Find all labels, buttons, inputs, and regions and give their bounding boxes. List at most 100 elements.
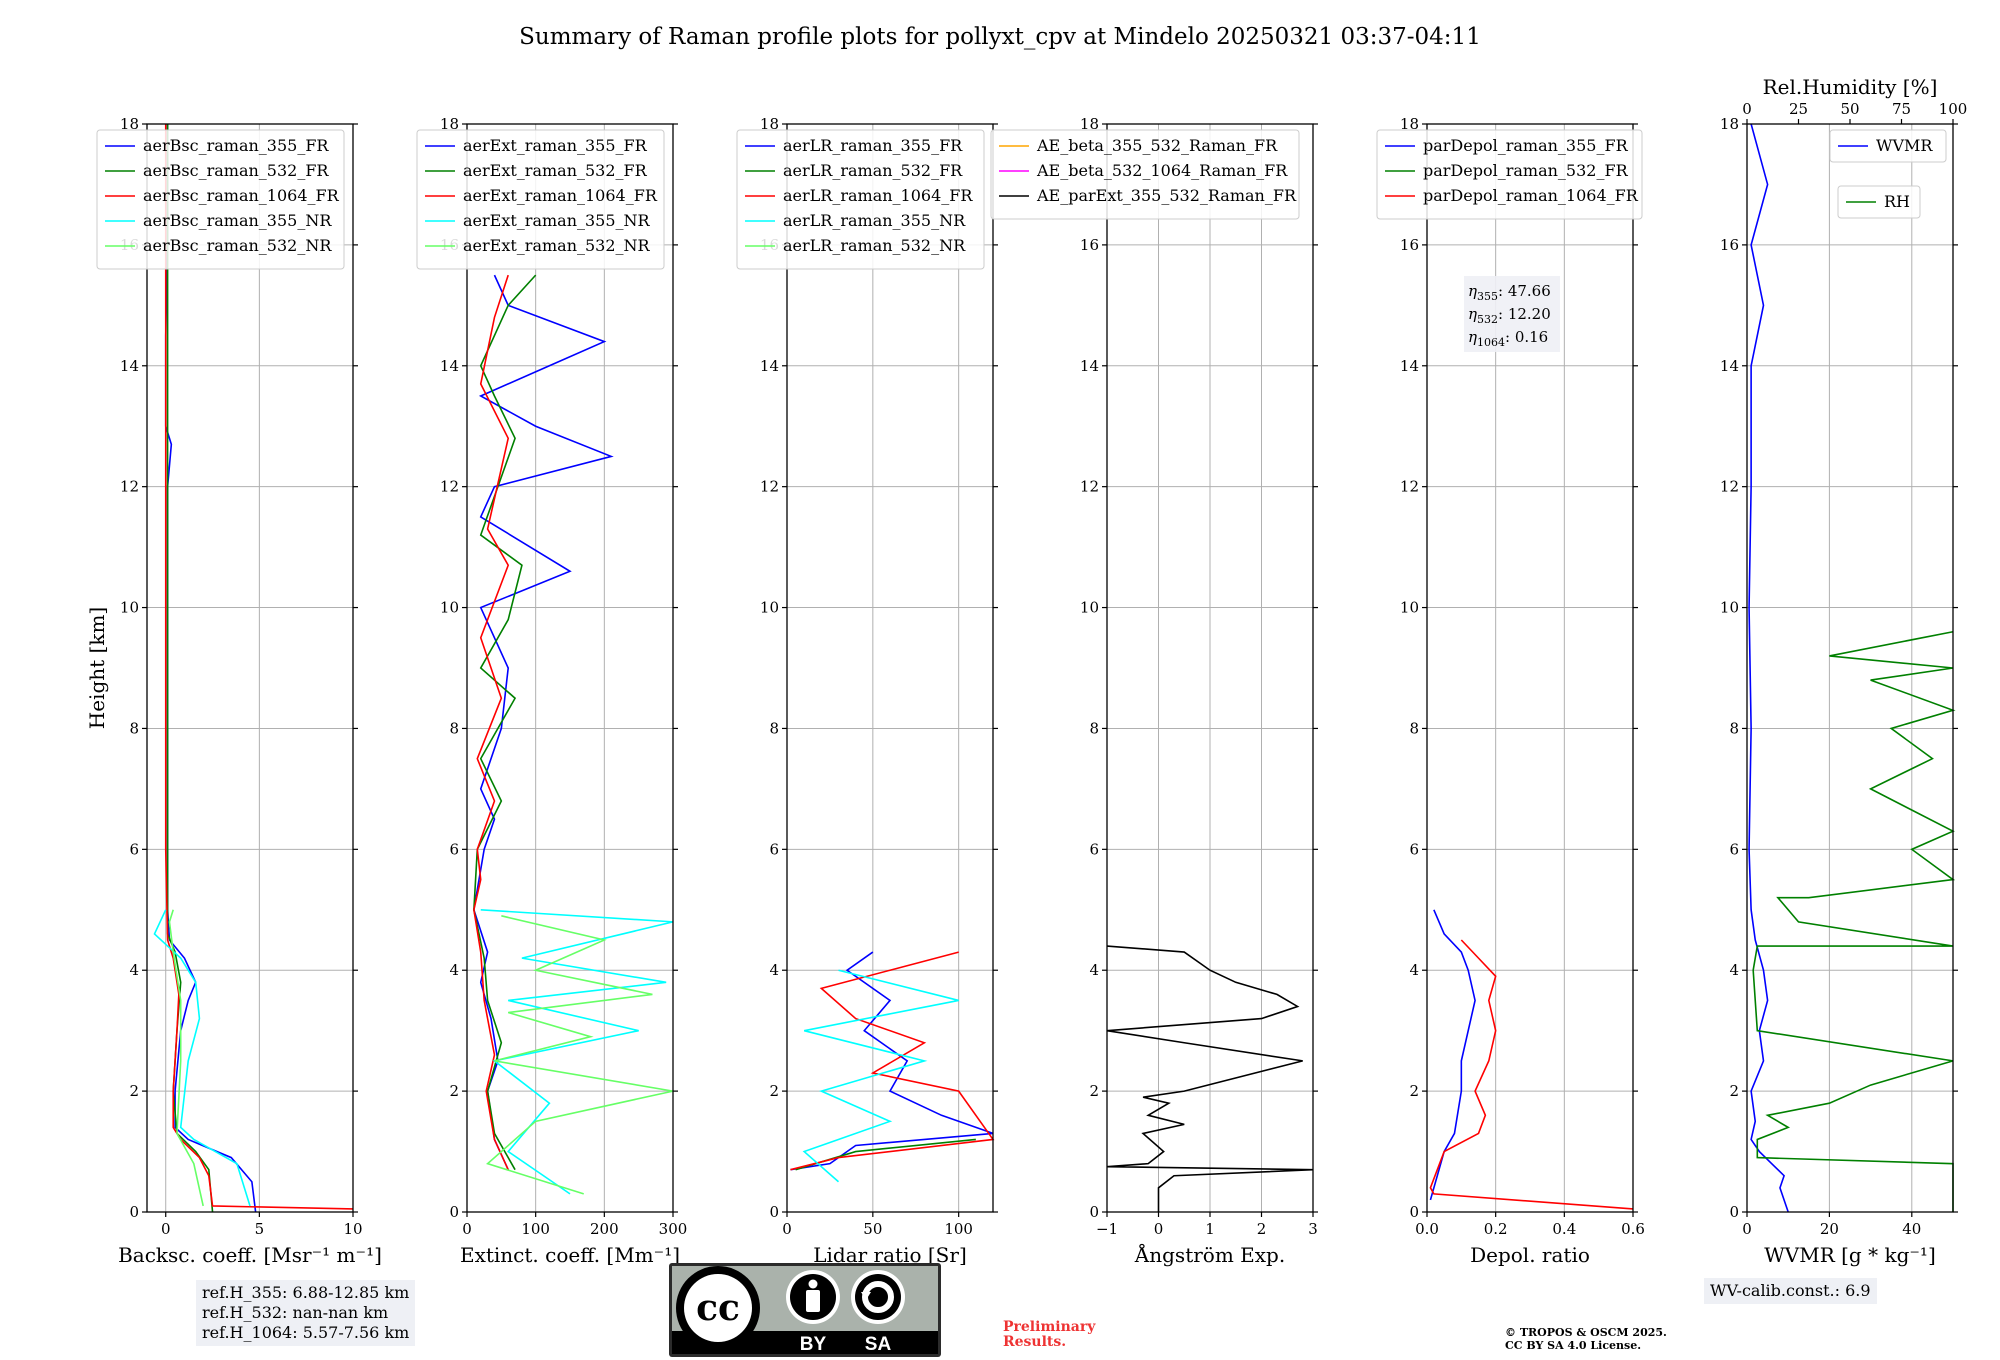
x-tick-label: 0.6 [1621, 1220, 1645, 1238]
series-group [1106, 945, 1314, 1212]
copyright-note: © TROPOS & OSCM 2025. CC BY SA 4.0 Licen… [1505, 1326, 1667, 1352]
series-line-aerBsc_raman_355_NR [153, 909, 251, 1207]
x-tick-label: 10 [343, 1220, 362, 1238]
y-tick-label: 2 [769, 1082, 779, 1100]
x-tick-label: 100 [521, 1220, 550, 1238]
legend-label: parDepol_raman_355_FR [1423, 136, 1629, 155]
y-tick-label: 4 [1089, 961, 1099, 979]
x-tick-label: 0.4 [1552, 1220, 1576, 1238]
y-tick-label: 12 [760, 478, 779, 496]
x-axis-label: WVMR [g * kg⁻¹] [1764, 1243, 1936, 1267]
x-tick-label: 200 [590, 1220, 619, 1238]
y-tick-label: 10 [760, 599, 779, 617]
series-line-aerExt_raman_1064_FR [473, 274, 510, 1171]
ref-height-532: ref.H_532: nan-nan km [202, 1303, 389, 1322]
legend-label: aerExt_raman_355_FR [463, 136, 648, 155]
cc-logo-text: cc [696, 1287, 740, 1329]
series-line-aerBsc_raman_1064_FR [164, 124, 354, 1210]
y-tick-label: 8 [1089, 719, 1099, 737]
y-tick-label: 12 [1400, 478, 1419, 496]
ref-height-box: ref.H_355: 6.88-12.85 km ref.H_532: nan-… [196, 1280, 416, 1346]
legend: aerBsc_raman_355_FR aerBsc_raman_532_FRae… [96, 129, 345, 270]
axes-frame [146, 123, 354, 1213]
y-tick-label: 2 [1089, 1082, 1099, 1100]
preliminary-note: Preliminary Results. [1003, 1320, 1095, 1350]
y-tick-label: 12 [1720, 478, 1739, 496]
legend-label: parDepol_raman_532_FR [1423, 161, 1629, 180]
y-tick-label: 0 [1729, 1203, 1739, 1221]
legend-label: aerLR_raman_532_FR [783, 161, 963, 180]
series-line-aerLR_raman_1064_FR [790, 951, 995, 1171]
wv-calib-const: WV-calib.const.: 6.9 [1710, 1281, 1871, 1300]
y-tick-label: 18 [1400, 115, 1419, 133]
y-tick-label: 18 [1720, 115, 1739, 133]
y-tick-label: 0 [1409, 1203, 1419, 1221]
cc-by-label: BY [800, 1334, 827, 1355]
y-tick-label: 2 [449, 1082, 459, 1100]
y-tick-label: 4 [1729, 961, 1739, 979]
y-tick-label: 12 [440, 478, 459, 496]
x-tick-label: 5 [255, 1220, 265, 1238]
x-tick-label: 20 [1820, 1220, 1839, 1238]
y-axis-label: Height [km] [85, 607, 109, 729]
y-tick-label: 10 [1720, 599, 1739, 617]
y-tick-label: 10 [120, 599, 139, 617]
x-tick-label: 0 [462, 1220, 472, 1238]
legend-label: parDepol_raman_1064_FR [1423, 186, 1639, 205]
legend-label: aerExt_raman_355_NR [463, 211, 651, 230]
y-tick-label: 0 [129, 1203, 139, 1221]
legend-label: aerExt_raman_532_FR [463, 161, 648, 180]
y-tick-label: 8 [129, 719, 139, 737]
y-tick-label: 8 [1729, 719, 1739, 737]
preliminary-line2: Results. [1003, 1334, 1067, 1350]
y-tick-label: 16 [1400, 236, 1419, 254]
legend-label: AE_beta_355_532_Raman_FR [1036, 136, 1278, 155]
legend-label: aerLR_raman_532_NR [783, 236, 966, 255]
series-line-aerExt_raman_532_NR [486, 915, 674, 1195]
y-tick-label: 0 [769, 1203, 779, 1221]
legend-label: aerBsc_raman_355_FR [143, 136, 329, 155]
legend: AE_beta_355_532_Raman_FR AE_beta_532_1064… [990, 129, 1300, 220]
wv-calib-box: WV-calib.const.: 6.9 [1704, 1278, 1877, 1304]
x-tick-label: 0 [782, 1220, 792, 1238]
series-group [1748, 123, 1956, 1213]
series-line-aerExt_raman_355_FR [473, 274, 614, 1171]
series-group [790, 951, 995, 1183]
top-x-tick-label: 0 [1742, 100, 1752, 118]
series-line-aerLR_raman_355_FR [790, 951, 994, 1171]
x-tick-label: 100 [944, 1220, 973, 1238]
series-line-parDepol_raman_355_FR [1429, 909, 1476, 1201]
preliminary-line1: Preliminary [1003, 1319, 1096, 1335]
panels: 0246810121416180510Backsc. coeff. [Msr⁻¹… [85, 75, 1967, 1267]
axes-frame [786, 123, 994, 1213]
y-tick-label: 2 [129, 1082, 139, 1100]
y-tick-label: 14 [760, 357, 779, 375]
y-tick-label: 0 [1089, 1203, 1099, 1221]
y-tick-label: 6 [769, 840, 779, 858]
y-tick-label: 6 [129, 840, 139, 858]
cc-sa-label: SA [865, 1334, 892, 1355]
y-tick-label: 6 [1729, 840, 1739, 858]
legend-label: aerBsc_raman_355_NR [143, 211, 332, 230]
y-tick-label: 8 [1409, 719, 1419, 737]
y-tick-label: 6 [449, 840, 459, 858]
annotation-line: η1064: 0.16 [1468, 328, 1548, 349]
x-tick-label: 0 [1742, 1220, 1752, 1238]
x-axis-label: Depol. ratio [1470, 1243, 1590, 1267]
y-tick-label: 14 [1080, 357, 1099, 375]
series-line-aerBsc_raman_355_FR [164, 124, 257, 1213]
y-tick-label: 18 [120, 115, 139, 133]
y-tick-label: 12 [120, 478, 139, 496]
y-tick-label: 12 [1080, 478, 1099, 496]
legend-label: aerLR_raman_355_FR [783, 136, 963, 155]
legend-label: AE_parExt_355_532_Raman_FR [1036, 186, 1297, 205]
y-tick-label: 6 [1409, 840, 1419, 858]
copyright-line1: © TROPOS & OSCM 2025. [1505, 1326, 1667, 1339]
y-tick-label: 16 [1720, 236, 1739, 254]
y-tick-label: 18 [760, 115, 779, 133]
series-line-parDepol_raman_1064_FR [1429, 939, 1634, 1210]
